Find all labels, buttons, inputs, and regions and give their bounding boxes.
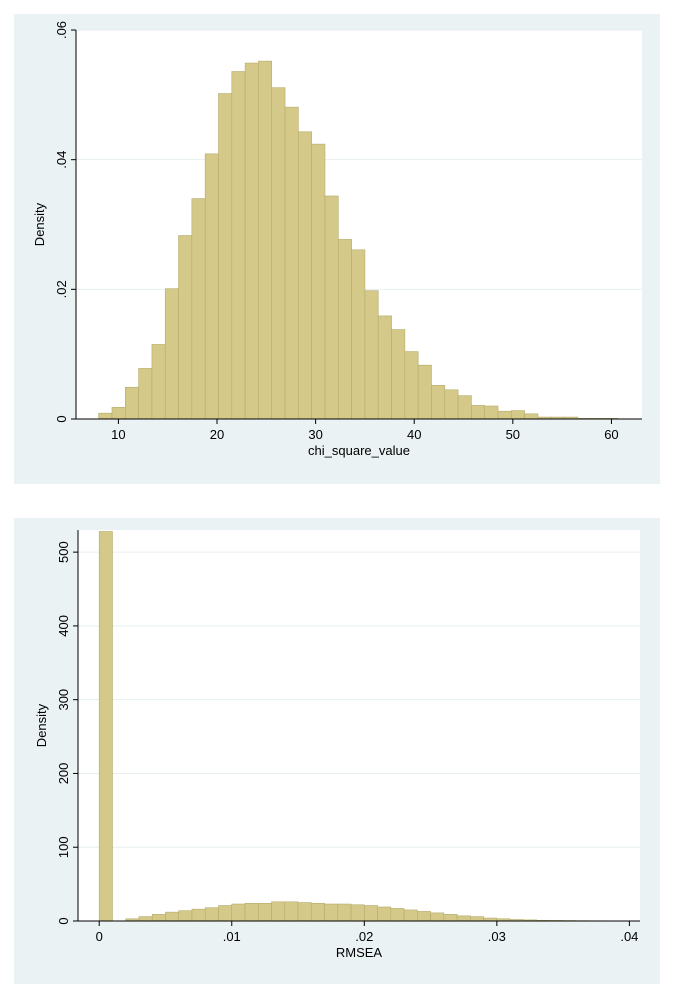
histogram-bar <box>284 901 299 922</box>
histogram-bar <box>111 407 126 420</box>
histogram-bar <box>377 906 392 922</box>
y-axis-title: Density <box>34 703 49 747</box>
histogram-bar <box>164 288 179 420</box>
histogram-bar <box>284 106 299 420</box>
histogram-bar <box>350 904 365 922</box>
histogram-bar <box>204 907 219 922</box>
rmsea-histogram-chart: 0 100 200 300 400 500 0 .01 .02 .03 .04 RMSEA Densit… <box>34 530 640 960</box>
x-tick-label: 60 <box>604 427 618 442</box>
histogram-bar <box>511 410 525 420</box>
histogram-bar <box>430 912 445 922</box>
histogram-bar <box>404 351 419 420</box>
x-tick-label: 10 <box>111 427 125 442</box>
histogram-bar <box>257 902 272 922</box>
histogram-bar <box>497 410 512 420</box>
x-tick-label: .04 <box>620 929 638 944</box>
y-tick-label: 100 <box>56 836 71 858</box>
histogram-bar <box>471 405 486 420</box>
plot-area <box>78 530 640 921</box>
histogram-bar <box>165 911 180 922</box>
histogram-bar <box>444 389 459 420</box>
histogram-bar <box>310 902 325 922</box>
histogram-bar <box>178 235 193 420</box>
x-tick-label: 20 <box>210 427 224 442</box>
histogram-bar <box>377 315 392 420</box>
histogram-bar <box>138 916 153 922</box>
y-tick-label: .04 <box>54 151 69 169</box>
histogram-bar <box>324 903 339 922</box>
histogram-bar <box>218 93 233 420</box>
histogram-bar <box>98 531 113 922</box>
histogram-bar <box>324 195 339 420</box>
y-tick-label: 300 <box>56 689 71 711</box>
x-tick-label: 40 <box>407 427 421 442</box>
histogram-bar <box>391 329 406 420</box>
histogram-bar <box>98 412 113 420</box>
histogram-bar <box>443 914 458 922</box>
y-axis-title: Density <box>32 202 47 246</box>
y-tick-label: .02 <box>54 280 69 298</box>
histogram-bar <box>271 87 286 420</box>
histogram-bar <box>218 905 233 922</box>
x-tick-label: 30 <box>308 427 322 442</box>
x-tick-label: .03 <box>488 929 506 944</box>
histogram-bar <box>244 902 259 922</box>
histogram-bar <box>484 405 499 420</box>
x-axis-title: RMSEA <box>336 945 383 960</box>
histogram-bar <box>417 364 432 420</box>
histogram-bar <box>298 131 312 420</box>
histogram-bar <box>191 908 206 922</box>
histogram-bar <box>431 384 446 420</box>
y-tick-label: 200 <box>56 763 71 785</box>
y-tick-label: 0 <box>56 917 71 924</box>
x-tick-label: 50 <box>506 427 520 442</box>
histogram-bar <box>204 153 219 420</box>
chi-square-histogram-chart: 0 .02 .04 .06 10 20 30 40 50 60 chi_square_value De… <box>32 21 642 458</box>
histogram-bar <box>297 902 312 922</box>
histogram-bar <box>244 62 259 420</box>
x-tick-label: .01 <box>223 929 241 944</box>
y-tick-label: 400 <box>56 615 71 637</box>
histogram-bar <box>524 413 539 420</box>
y-tick-label: .06 <box>54 21 69 39</box>
histogram-bar <box>311 143 326 420</box>
histogram-bar <box>231 903 246 922</box>
histogram-bar <box>457 395 472 420</box>
histogram-bar <box>351 249 366 420</box>
x-axis-title: chi_square_value <box>308 443 410 458</box>
y-tick-label: 0 <box>54 415 69 422</box>
rmsea-histogram-panel: 0 100 200 300 400 500 0 .01 .02 .03 .04 RMSEA Densit… <box>14 518 660 984</box>
histogram-bar <box>151 914 166 922</box>
histogram-bar <box>337 903 352 922</box>
histogram-bar <box>271 901 286 922</box>
histogram-bar <box>178 910 193 922</box>
histogram-bar <box>258 60 273 420</box>
histogram-bar <box>456 915 471 922</box>
histogram-bar <box>390 908 405 922</box>
histogram-bar <box>417 911 431 922</box>
histogram-bar <box>191 198 206 420</box>
histogram-bar <box>125 386 139 420</box>
chi-square-histogram-panel: 0 .02 .04 .06 10 20 30 40 50 60 chi_square_value De… <box>14 14 660 484</box>
histogram-bar <box>151 344 166 420</box>
y-tick-label: 500 <box>56 541 71 563</box>
x-tick-label: 0 <box>96 929 103 944</box>
histogram-bar <box>364 290 379 420</box>
histogram-bar <box>403 909 418 922</box>
histogram-bar <box>470 916 484 922</box>
histogram-bar <box>231 71 246 420</box>
histogram-bar <box>364 905 378 922</box>
x-tick-label: .02 <box>355 929 373 944</box>
histogram-bar <box>337 239 352 420</box>
histogram-bar <box>138 368 153 420</box>
